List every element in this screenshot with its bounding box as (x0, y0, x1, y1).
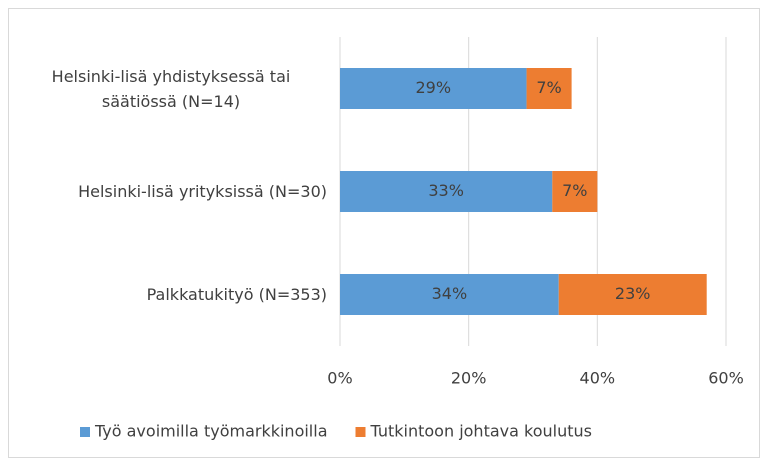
y-tick-label: Palkkatukityö (N=353) (146, 285, 327, 304)
data-label: 7% (536, 78, 561, 97)
data-label: 34% (432, 284, 468, 303)
legend-label: Tutkintoon johtava koulutus (370, 422, 592, 441)
data-label: 29% (416, 78, 452, 97)
legend-swatch (355, 427, 366, 437)
data-label: 33% (428, 181, 464, 200)
data-label: 23% (615, 284, 651, 303)
legend-swatch (80, 427, 90, 437)
y-tick-label: Helsinki-lisä yrityksissä (N=30) (78, 182, 327, 201)
category-label: Helsinki-lisä yhdistyksessä tai säätiöss… (51, 66, 291, 111)
category-label: Helsinki-lisä yrityksissä (N=30) (78, 182, 327, 201)
bar-segment (558, 274, 707, 315)
x-tick-label: 40% (580, 369, 616, 388)
bar-segment (340, 274, 559, 315)
data-label: 7% (562, 181, 587, 200)
legend-label: Työ avoimilla työmarkkinoilla (94, 422, 328, 441)
bar-segment (526, 68, 572, 109)
x-tick-label: 20% (451, 369, 487, 388)
bar-segment (552, 171, 598, 212)
category-label: Palkkatukityö (N=353) (146, 285, 327, 304)
y-tick-label: Helsinki-lisä yhdistyksessä tai säätiöss… (51, 66, 291, 111)
x-tick-label: 0% (327, 369, 352, 388)
bar-segment (340, 68, 527, 109)
x-tick-label: 60% (708, 369, 744, 388)
bar-segment (340, 171, 553, 212)
